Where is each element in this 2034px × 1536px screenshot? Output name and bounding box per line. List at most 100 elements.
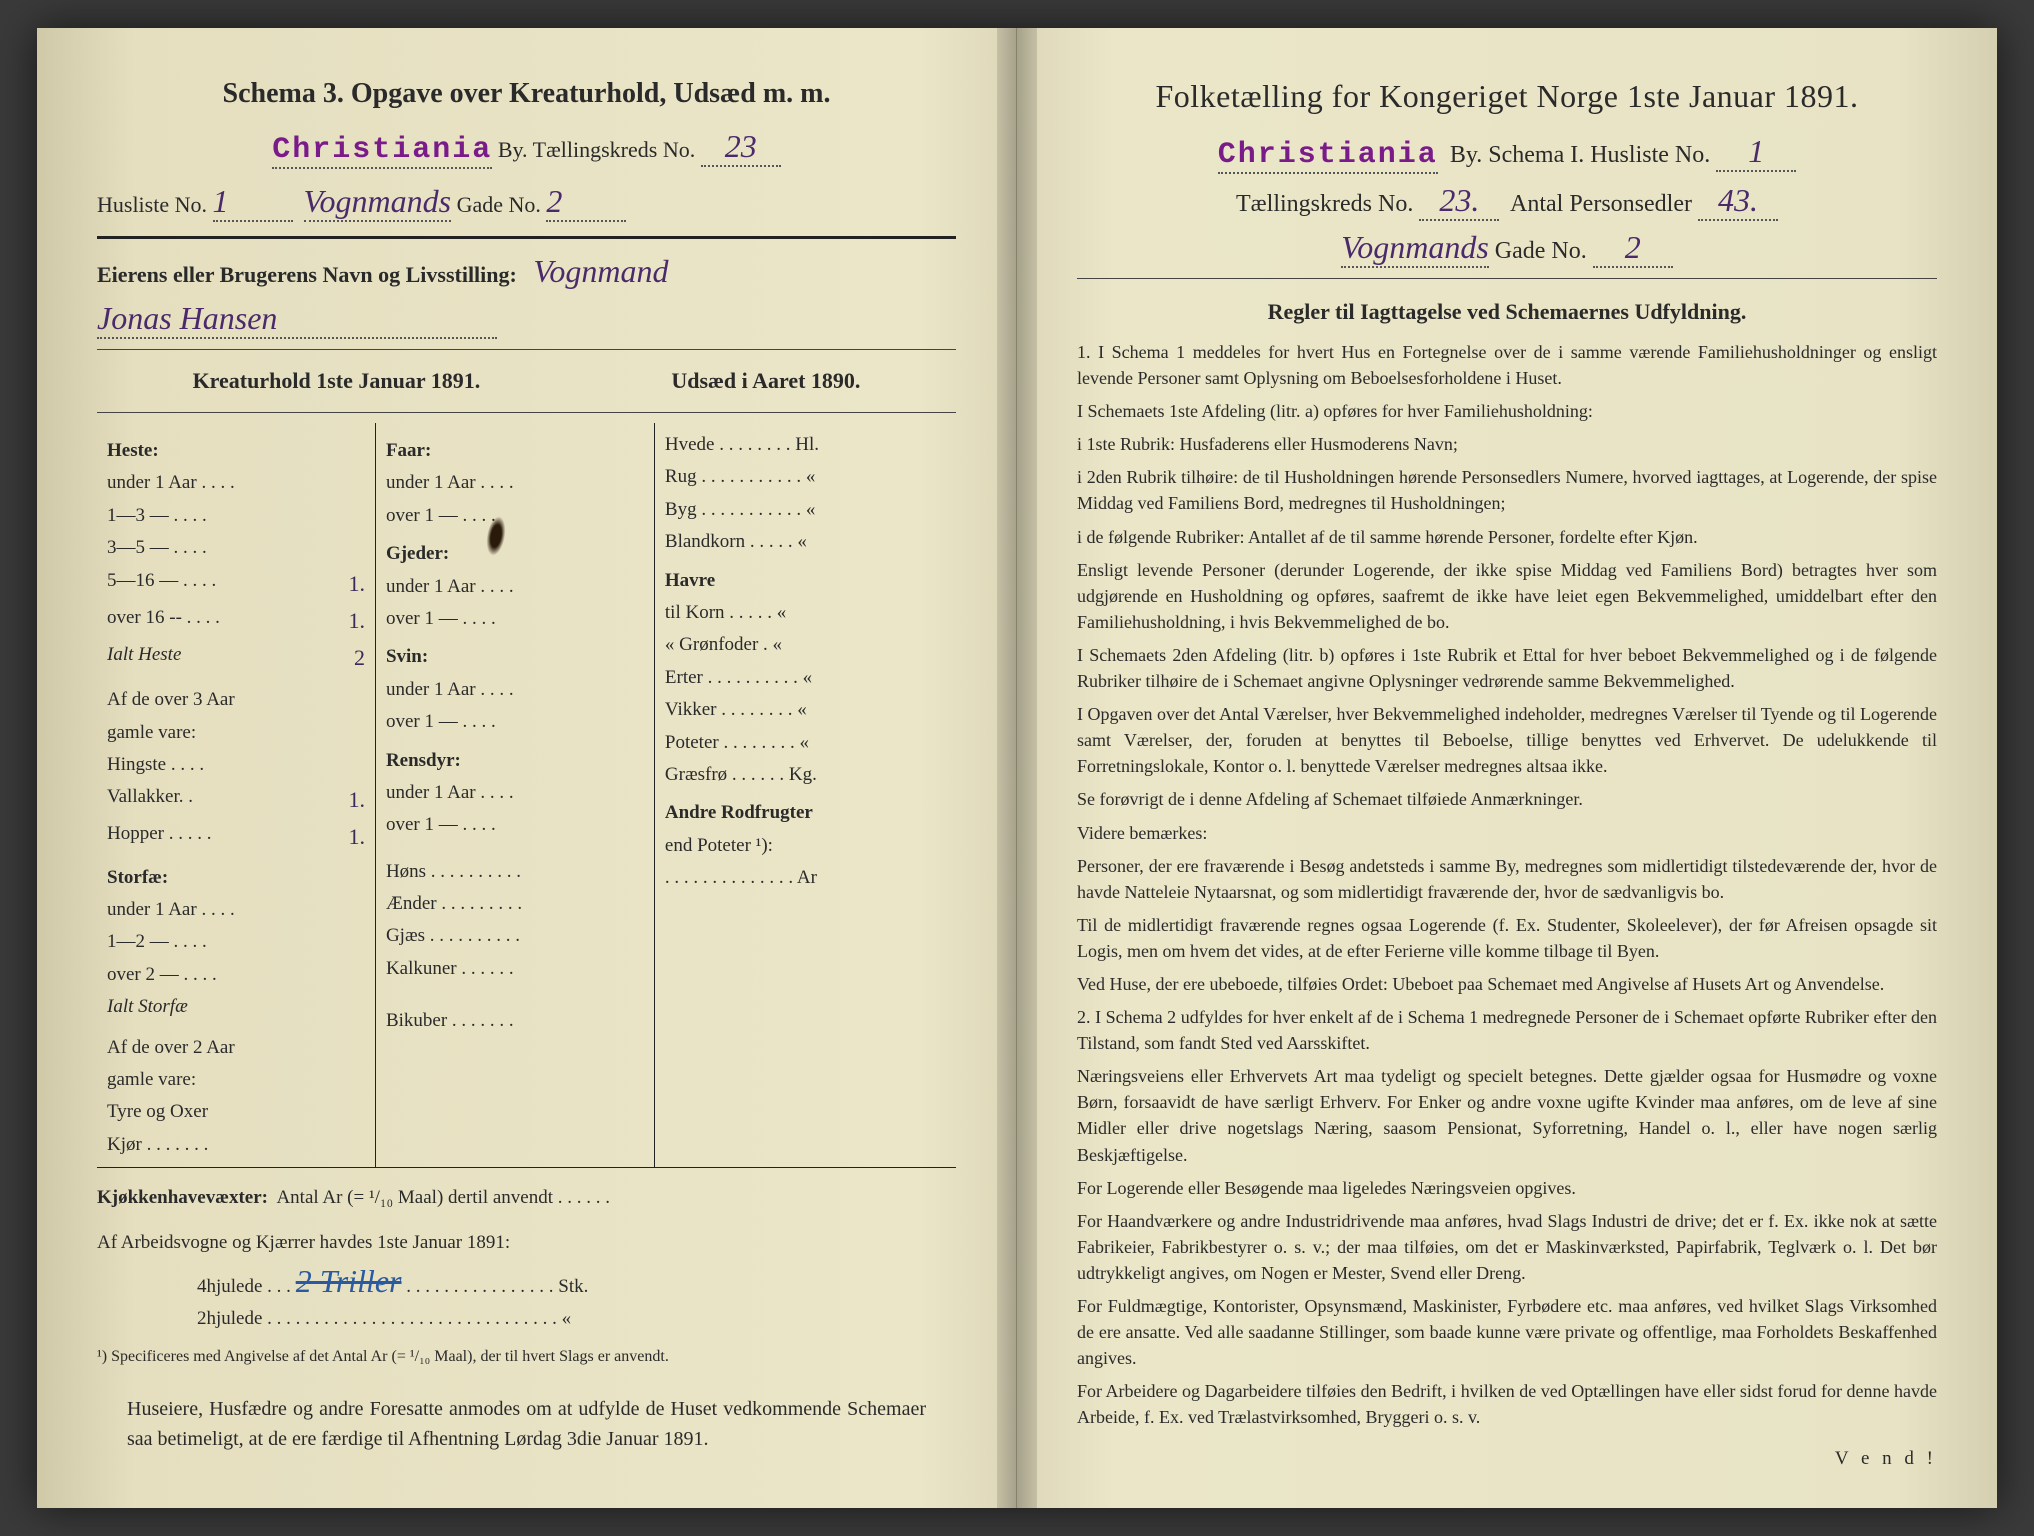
section-kreatur: Kreaturhold 1ste Januar 1891.	[193, 368, 481, 394]
owner-name-line: Jonas Hansen	[97, 300, 956, 339]
street-hand-left: Vognmands	[304, 183, 452, 219]
rule-p: For Haandværkere og andre Industridriven…	[1077, 1208, 1937, 1286]
kjokken-text: Antal Ar (= ¹/₁₀ Maal) dertil anvendt . …	[276, 1187, 610, 1208]
owner-occupation: Vognmand	[533, 253, 668, 289]
cell: Hvede . . . . . . . . Hl.	[665, 430, 819, 460]
rule	[97, 236, 956, 239]
rule	[97, 349, 956, 350]
cell: under 1 Aar . . . .	[107, 468, 235, 498]
rule-p: For Fuldmægtige, Kontorister, Opsynsmænd…	[1077, 1293, 1937, 1371]
rule-p: Ensligt levende Personer (derunder Loger…	[1077, 557, 1937, 635]
cell: Vallakker. .	[107, 782, 193, 817]
cell: 1—3 — . . . .	[107, 501, 207, 531]
rule-p: Til de midlertidigt fraværende regnes og…	[1077, 912, 1937, 964]
cell: 3—5 — . . . .	[107, 533, 207, 563]
val: 1.	[348, 782, 365, 817]
gade-label-left: Gade No.	[457, 192, 541, 217]
rensdyr-head: Rensdyr:	[386, 745, 644, 777]
cell: Poteter . . . . . . . . «	[665, 728, 809, 758]
kjokken-label: Kjøkkenhavevæxter:	[97, 1187, 268, 1208]
cell: over 1 — . . . .	[386, 604, 496, 634]
right-city-line: Christiania By. Schema I. Husliste No. 1	[1077, 133, 1937, 174]
ledger-col-1: Heste: under 1 Aar . . . . 1—3 — . . . .…	[97, 423, 375, 1167]
cell: 5—16 — . . . .	[107, 566, 216, 601]
kreds-no-right: 23.	[1439, 182, 1479, 218]
svin-head: Svin:	[386, 641, 644, 673]
gjeder-head: Gjeder:	[386, 538, 644, 570]
val: 1.	[348, 819, 365, 854]
cell: Tyre og Oxer	[107, 1097, 208, 1127]
cell: Ialt Storfæ	[107, 992, 188, 1022]
rule-p: For Logerende eller Besøgende maa ligele…	[1077, 1175, 1937, 1201]
rule-p: For Arbeidere og Dagarbeidere tilføies d…	[1077, 1378, 1937, 1430]
rule-p: 2. I Schema 2 udfyldes for hver enkelt a…	[1077, 1004, 1937, 1056]
rule-p: Næringsveiens eller Erhvervets Art maa t…	[1077, 1063, 1937, 1167]
right-page: Folketælling for Kongeriget Norge 1ste J…	[1017, 28, 1997, 1508]
cell: Kjør . . . . . . .	[107, 1130, 208, 1160]
cell: Rug . . . . . . . . . . . «	[665, 462, 815, 492]
rule	[97, 412, 956, 413]
ledger-table: Heste: under 1 Aar . . . . 1—3 — . . . .…	[97, 423, 956, 1168]
city-stamp-right: Christiania	[1218, 138, 1438, 172]
cell: over 1 — . . . .	[386, 810, 496, 840]
cell: Erter . . . . . . . . . . «	[665, 663, 812, 693]
rule-p: Personer, der ere fraværende i Besøg and…	[1077, 853, 1937, 905]
cell: under 1 Aar . . . .	[107, 895, 235, 925]
owner-label: Eierens eller Brugerens Navn og Livsstil…	[97, 262, 517, 287]
by-label: By. Tællingskreds No.	[498, 137, 695, 162]
cell: under 1 Aar . . . .	[386, 778, 514, 808]
document-spread: Schema 3. Opgave over Kreaturhold, Udsæd…	[37, 28, 1997, 1508]
right-kreds-line: Tællingskreds No. 23. Antal Personsedler…	[1077, 182, 1937, 221]
cell: 1—2 — . . . .	[107, 927, 207, 957]
rule	[1077, 278, 1937, 279]
cell: Hingste . . . .	[107, 750, 204, 780]
cell: over 1 — . . . .	[386, 707, 496, 737]
vogne-4-label: 4hjulede . . .	[197, 1276, 291, 1297]
faar-head: Faar:	[386, 435, 644, 467]
rule-p: Videre bemærkes:	[1077, 820, 1937, 846]
storfae-head: Storfæ:	[107, 862, 365, 894]
kreds-label-right: Tællingskreds No.	[1236, 191, 1413, 217]
left-city-line: Christiania By. Tællingskreds No. 23	[97, 128, 956, 169]
rule-p: Ved Huse, der ere ubeboede, tilføies Ord…	[1077, 971, 1937, 997]
cell: gamle vare:	[107, 1065, 196, 1095]
gade-no-right: 2	[1625, 229, 1641, 265]
cell: « Grønfoder . «	[665, 630, 782, 660]
rule	[97, 1167, 956, 1168]
left-schema-title: Schema 3. Opgave over Kreaturhold, Udsæd…	[97, 78, 956, 110]
vogne-block: Af Arbeidsvogne og Kjærrer havdes 1ste J…	[97, 1229, 956, 1334]
kreds-no-left: 23	[725, 128, 757, 164]
vogne-4-unit: Stk.	[558, 1276, 588, 1297]
cell: Græsfrø . . . . . . Kg.	[665, 760, 817, 790]
persed-label: Antal Personsedler	[1510, 191, 1692, 217]
val: 1.	[348, 566, 365, 601]
val: 1.	[348, 603, 365, 638]
cell: Havre	[665, 566, 715, 596]
vogne-label: Af Arbeidsvogne og Kjærrer havdes 1ste J…	[97, 1232, 510, 1253]
husliste-label: Husliste No.	[97, 192, 207, 217]
vogne-2-label: 2hjulede . . . . . . . . . . . . . . . .…	[97, 1308, 571, 1329]
val: 2	[354, 640, 365, 675]
cell: over 16 -- . . . .	[107, 603, 220, 638]
vogne-4-value: 2 Triller	[296, 1263, 402, 1299]
rule-p: I Opgaven over det Antal Værelser, hver …	[1077, 701, 1937, 779]
ledger-col-3: Hvede . . . . . . . . Hl. Rug . . . . . …	[655, 423, 956, 1167]
rule-p: Se forøvrigt de i denne Afdeling af Sche…	[1077, 786, 1937, 812]
gade-label-right: Gade No.	[1495, 238, 1587, 264]
left-husliste-line: Husliste No. 1 Vognmands Gade No. 2	[97, 183, 956, 222]
cell: Af de over 2 Aar	[107, 1033, 235, 1063]
rule-p: I Schemaets 2den Afdeling (litr. b) opfø…	[1077, 642, 1937, 694]
cell: til Korn . . . . . «	[665, 598, 786, 628]
cell: Vikker . . . . . . . . «	[665, 695, 807, 725]
section-udsaed: Udsæd i Aaret 1890.	[671, 368, 860, 394]
husliste-no-right: 1	[1748, 133, 1764, 169]
rules-heading: Regler til Iagttagelse ved Schemaernes U…	[1077, 299, 1937, 325]
cell: over 2 — . . . .	[107, 960, 217, 990]
rule-p: i 2den Rubrik tilhøire: de til Husholdni…	[1077, 464, 1937, 516]
rule-p: I Schemaets 1ste Afdeling (litr. a) opfø…	[1077, 398, 1937, 424]
right-street-line: Vognmands Gade No. 2	[1077, 229, 1937, 268]
rules-body: 1. I Schema 1 meddeles for hvert Hus en …	[1077, 339, 1937, 1430]
cell: Andre Rodfrugter	[665, 798, 813, 828]
cell: end Poteter ¹):	[665, 831, 773, 861]
cell: Ialt Heste	[107, 640, 181, 675]
